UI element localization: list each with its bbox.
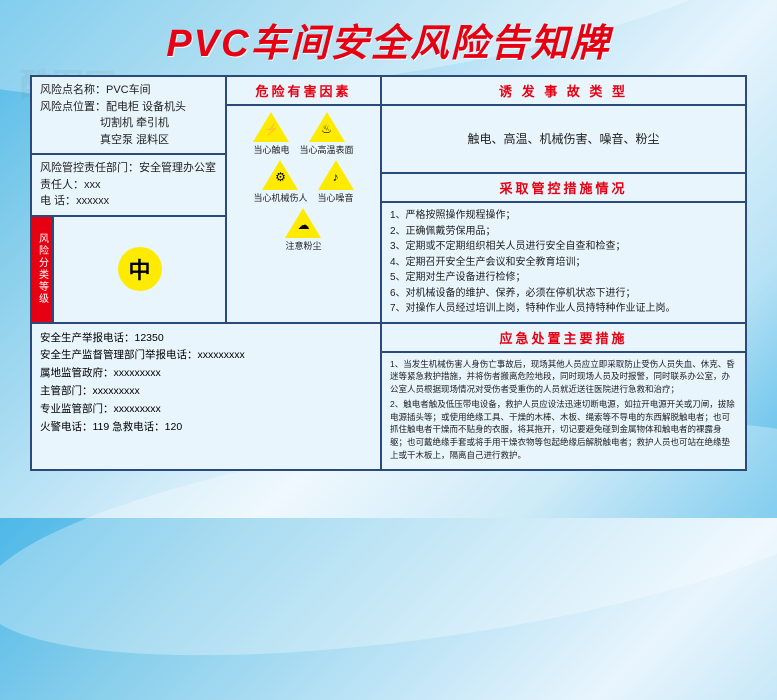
risk-level-circle: 中	[118, 247, 162, 291]
safety-board: 风险点名称：PVC车间 风险点位置：配电柜 设备机头 切割机 牵引机 真空泵 混…	[30, 75, 747, 471]
warning-triangle-icon	[309, 112, 345, 142]
responsibility-info: 风险管控责任部门：安全管理办公室 责任人：xxx 电 话：xxxxxx	[31, 154, 226, 216]
hazard-icon-noise: 当心噪音	[318, 160, 354, 204]
warning-triangle-icon	[318, 160, 354, 190]
accident-header: 诱 发 事 故 类 型	[381, 76, 746, 105]
board-title: PVC车间安全风险告知牌	[0, 0, 777, 75]
hazard-icon-heat: 当心高温表面	[300, 112, 354, 156]
emergency-header: 应急处置主要措施	[381, 323, 746, 352]
warning-triangle-icon	[285, 208, 321, 238]
control-header: 采取管控措施情况	[381, 173, 746, 202]
risk-level-label: 风险分类等级	[31, 216, 53, 323]
control-measures: 1、严格按照操作规程操作；2、正确佩戴劳保用品；3、定期或不定期组织相关人员进行…	[381, 202, 746, 323]
hazard-icon-electric: 当心触电	[253, 112, 289, 156]
hazard-header: 危险有害因素	[226, 76, 381, 105]
risk-level: 风险分类等级 中	[31, 216, 226, 323]
warning-triangle-icon	[262, 160, 298, 190]
hazard-icon-dust: 注意粉尘	[285, 208, 321, 252]
contact-info: 安全生产举报电话：12350安全生产监督管理部门举报电话：xxxxxxxxx属地…	[31, 323, 381, 470]
hazard-icon-mechanical: 当心机械伤人	[253, 160, 307, 204]
risk-point-info: 风险点名称：PVC车间 风险点位置：配电柜 设备机头 切割机 牵引机 真空泵 混…	[31, 76, 226, 154]
warning-triangle-icon	[253, 112, 289, 142]
emergency-measures: 1、当发生机械伤害人身伤亡事故后，现场其他人员应立即采取防止受伤人员失血、休克、…	[381, 352, 746, 470]
accident-types: 触电、高温、机械伤害、噪音、粉尘	[381, 105, 746, 173]
hazard-icons: 当心触电 当心高温表面 当心机械伤人 当心噪音 注意粉尘	[226, 105, 381, 323]
